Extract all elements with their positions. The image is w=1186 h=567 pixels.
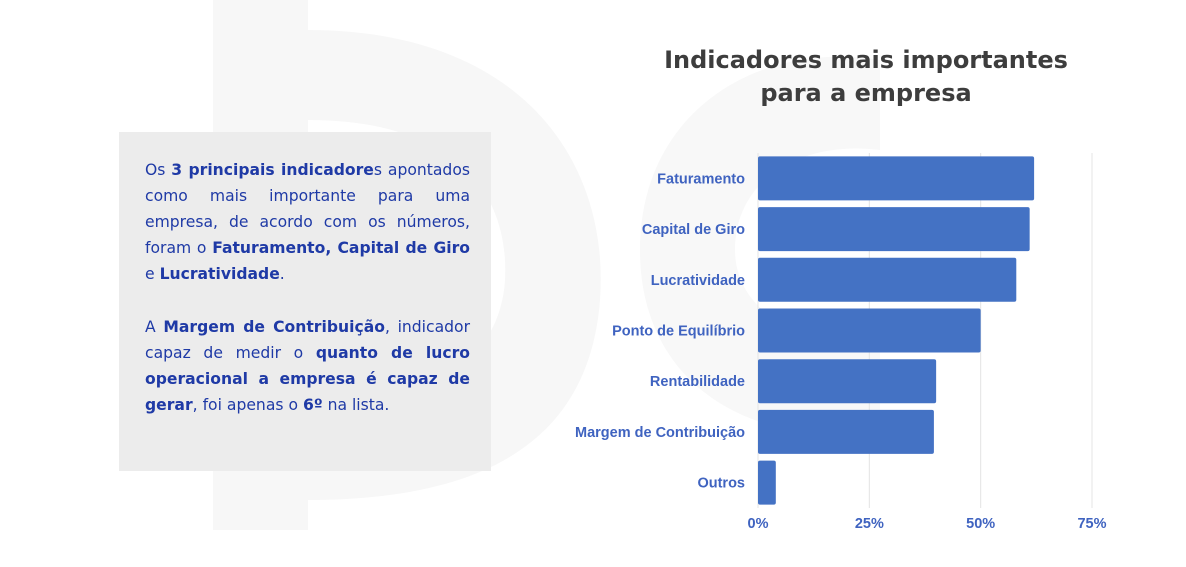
bold-span: 6º — [302, 396, 323, 414]
text-span: , indicador capaz de medir o — [145, 318, 470, 362]
text-span: A — [145, 318, 164, 336]
text-span: na lista. — [322, 396, 390, 414]
chart-title: Indicadores mais importantes para a empr… — [640, 44, 1092, 110]
text-span: e — [145, 265, 160, 283]
x-tick-label: 75% — [1077, 516, 1106, 532]
bar — [758, 156, 1035, 201]
bar — [758, 257, 1017, 302]
category-label: Lucratividade — [651, 273, 745, 289]
chart-title-line-2: para a empresa — [760, 79, 972, 107]
bar — [758, 460, 776, 505]
bar — [758, 207, 1030, 252]
x-tick-label: 25% — [855, 516, 884, 532]
category-label: Outros — [697, 476, 745, 492]
info-paragraph-1: Os 3 principais indicadores apontados co… — [145, 157, 470, 287]
text-span: . — [279, 265, 285, 283]
bar — [758, 409, 934, 454]
info-paragraph-2: A Margem de Contribuição, indicador capa… — [145, 314, 470, 418]
category-label: Faturamento — [657, 171, 745, 187]
x-tick-label: 50% — [966, 516, 995, 532]
bold-span: quanto de lucro operacional a empresa é … — [145, 344, 471, 414]
bold-span: Faturamento, Capital de Giro — [212, 239, 470, 257]
x-tick-label: 0% — [748, 516, 769, 532]
category-label: Margem de Contribuição — [575, 425, 745, 441]
bar — [758, 359, 937, 404]
category-label: Capital de Giro — [642, 222, 745, 238]
chart-title-line-1: Indicadores mais importantes — [664, 46, 1068, 74]
text-span: Os — [145, 161, 172, 179]
category-label: Ponto de Equilíbrio — [612, 324, 745, 340]
text-span: , foi apenas o — [192, 396, 303, 414]
bold-span: 3 principais indicadore — [171, 161, 374, 179]
info-box: Os 3 principais indicadores apontados co… — [119, 132, 491, 471]
text-span: s apontados como mais importante para um… — [145, 161, 470, 257]
bold-span: Lucratividade — [159, 265, 280, 283]
bold-span: Margem de Contribuição — [163, 318, 385, 336]
category-label: Rentabilidade — [650, 374, 745, 390]
bar — [758, 308, 981, 353]
